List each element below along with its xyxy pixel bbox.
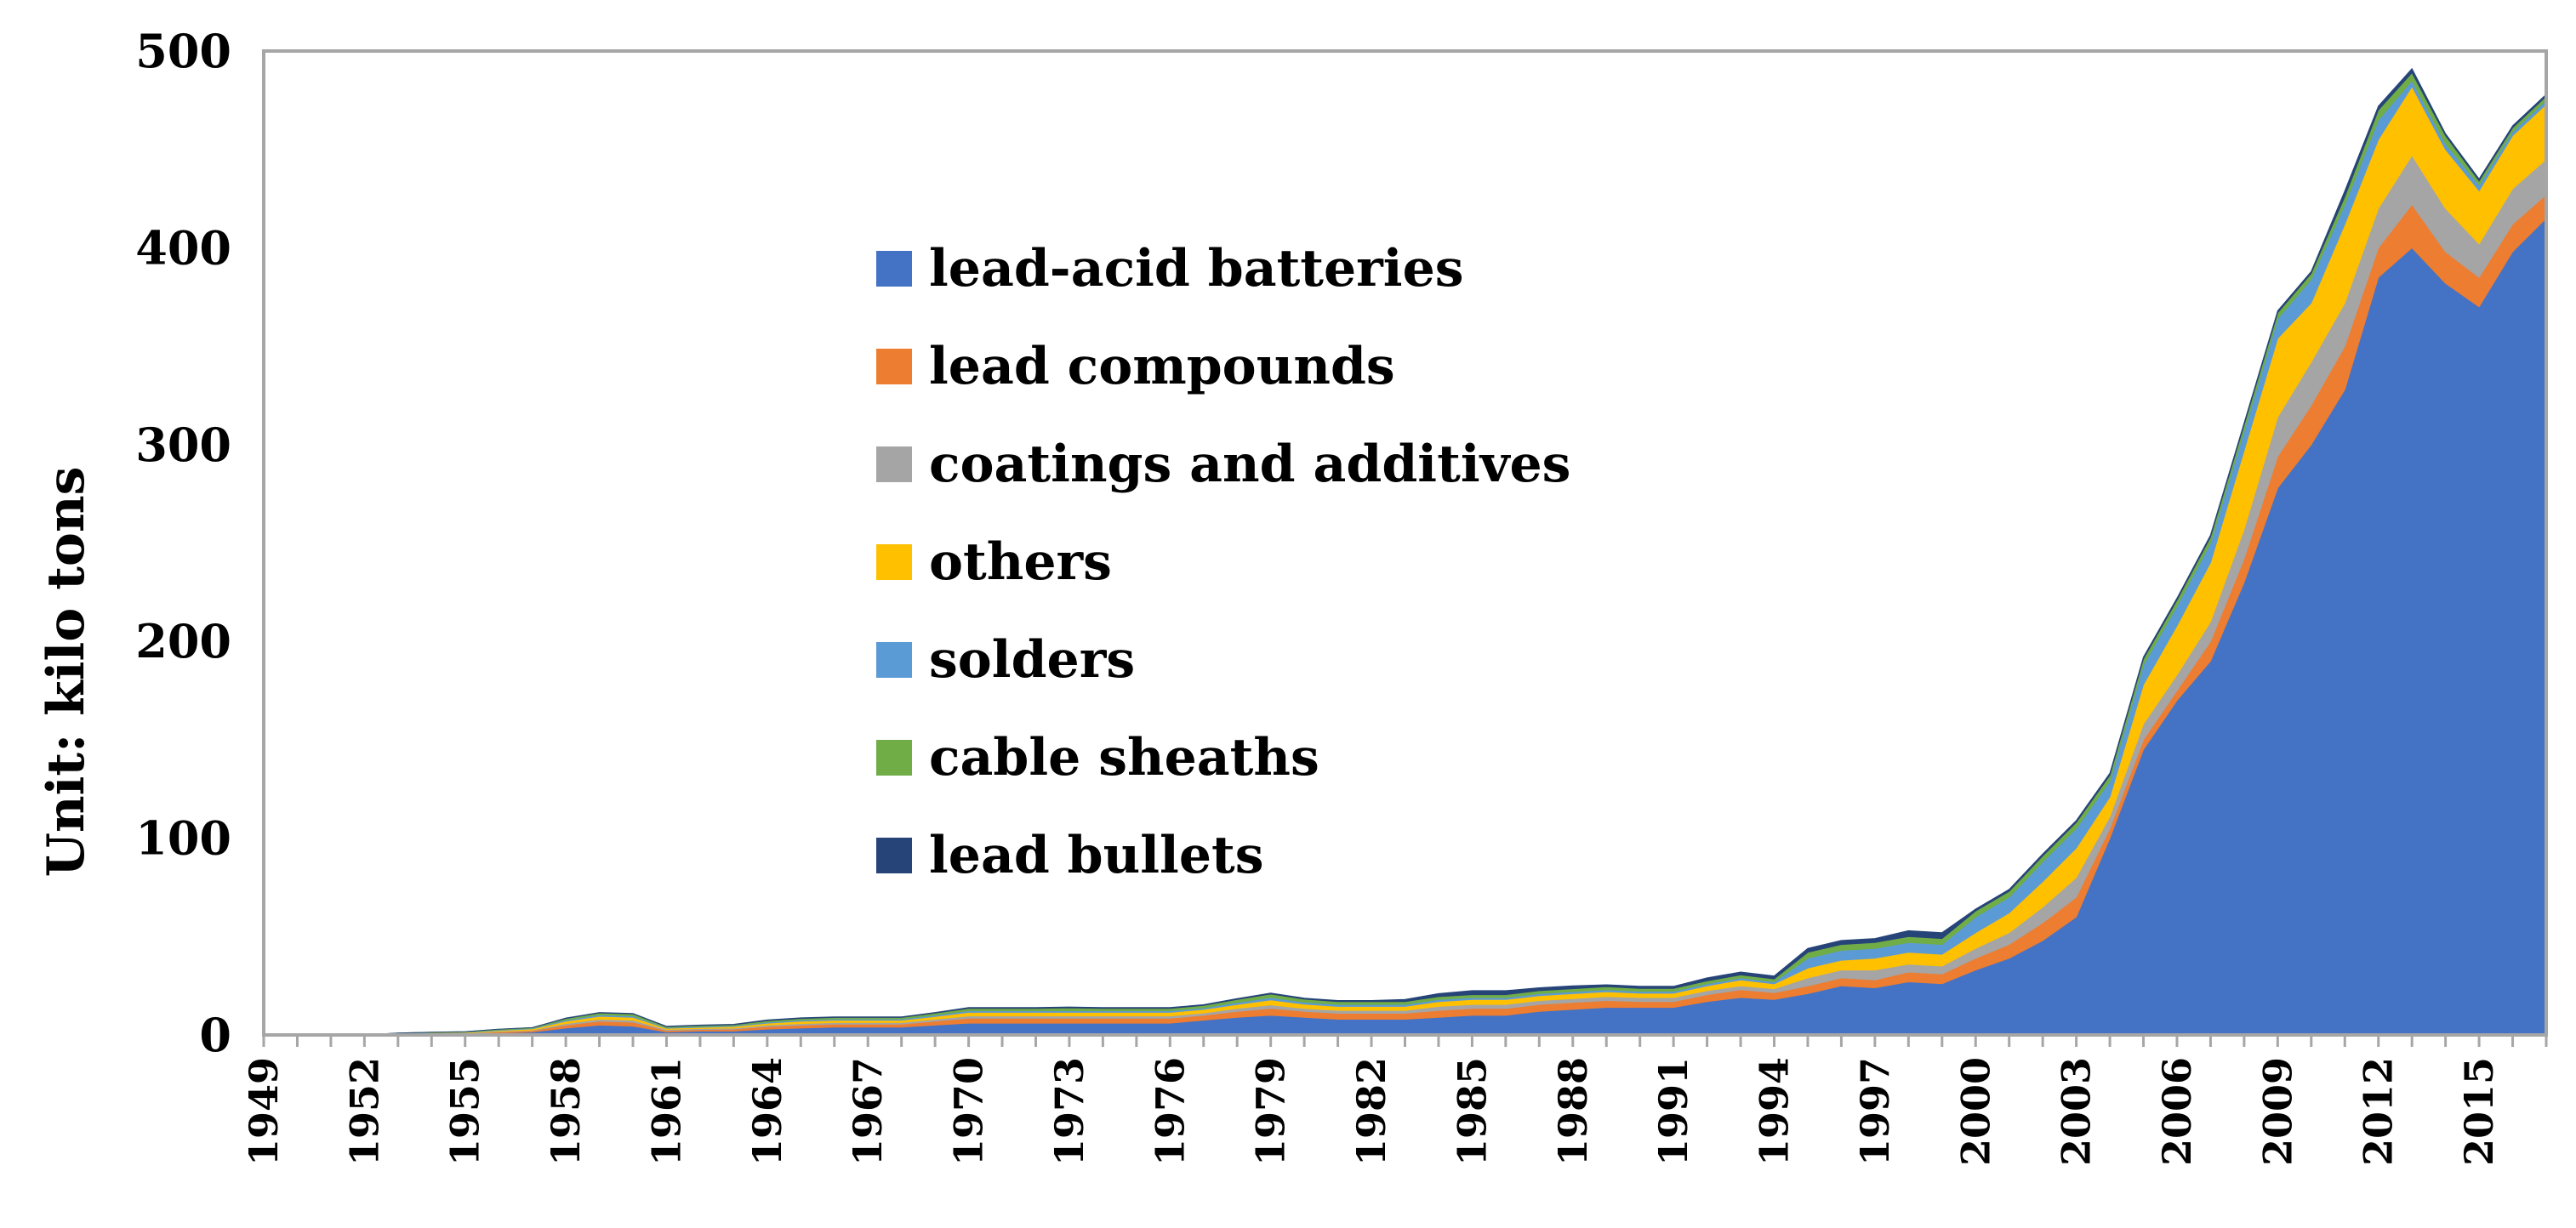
legend-label: coatings and additives <box>929 435 1570 494</box>
legend-swatch <box>876 251 912 287</box>
y-axis-title: Unit: kilo tons <box>37 467 96 878</box>
y-tick-label: 500 <box>135 24 231 78</box>
x-tick-label: 1967 <box>845 1057 891 1166</box>
legend-swatch <box>876 838 912 873</box>
y-axis-ticks: 0 100 200 300 400 500 <box>135 24 231 1062</box>
x-tick-label: 2006 <box>2154 1057 2200 1166</box>
x-tick-label: 1973 <box>1046 1057 1092 1166</box>
x-tick-label: 1979 <box>1248 1057 1294 1166</box>
x-tick-label: 2012 <box>2356 1057 2402 1166</box>
x-tick-label: 1958 <box>543 1057 589 1166</box>
legend-label: others <box>929 532 1112 592</box>
x-tick-label: 1964 <box>744 1057 790 1166</box>
x-tick-label: 1955 <box>442 1057 488 1166</box>
x-tick-label: 1997 <box>1852 1057 1898 1166</box>
y-tick-label: 200 <box>135 614 231 668</box>
x-tick-label: 1982 <box>1348 1057 1394 1166</box>
legend-swatch <box>876 642 912 678</box>
y-tick-label: 300 <box>135 418 231 472</box>
y-tick-label: 0 <box>199 1008 231 1062</box>
x-tick-label: 2009 <box>2254 1057 2300 1166</box>
x-tick-label: 1988 <box>1550 1057 1596 1166</box>
legend-swatch <box>876 349 912 384</box>
legend-swatch <box>876 544 912 580</box>
legend-label: lead-acid batteries <box>929 239 1464 298</box>
x-tick-label: 2000 <box>1952 1057 1998 1166</box>
x-tick-label: 1991 <box>1650 1057 1696 1166</box>
x-axis-ticks: 1949 1952 1955 1958 1961 1964 1967 1970 1973 1976… <box>241 1035 2548 1166</box>
legend-swatch <box>876 740 912 776</box>
legend: lead-acid batteries lead compounds coating… <box>876 239 1570 885</box>
x-tick-label: 1952 <box>341 1057 387 1166</box>
legend-label: lead compounds <box>929 337 1395 396</box>
x-tick-label: 1970 <box>946 1057 992 1166</box>
x-tick-label: 1994 <box>1752 1057 1798 1166</box>
x-tick-label: 1976 <box>1147 1057 1193 1166</box>
legend-label: solders <box>929 630 1135 690</box>
y-tick-label: 400 <box>135 220 231 275</box>
x-tick-label: 1985 <box>1449 1057 1495 1166</box>
x-tick-label: 2015 <box>2456 1057 2502 1166</box>
y-tick-label: 100 <box>135 811 231 866</box>
x-tick-label: 2003 <box>2054 1057 2100 1166</box>
legend-label: lead bullets <box>929 826 1264 885</box>
legend-swatch <box>876 446 912 482</box>
area-layers <box>264 67 2547 1036</box>
x-tick-label: 1961 <box>643 1057 689 1166</box>
x-tick-label: 1949 <box>241 1057 287 1166</box>
legend-label: cable sheaths <box>929 728 1319 787</box>
